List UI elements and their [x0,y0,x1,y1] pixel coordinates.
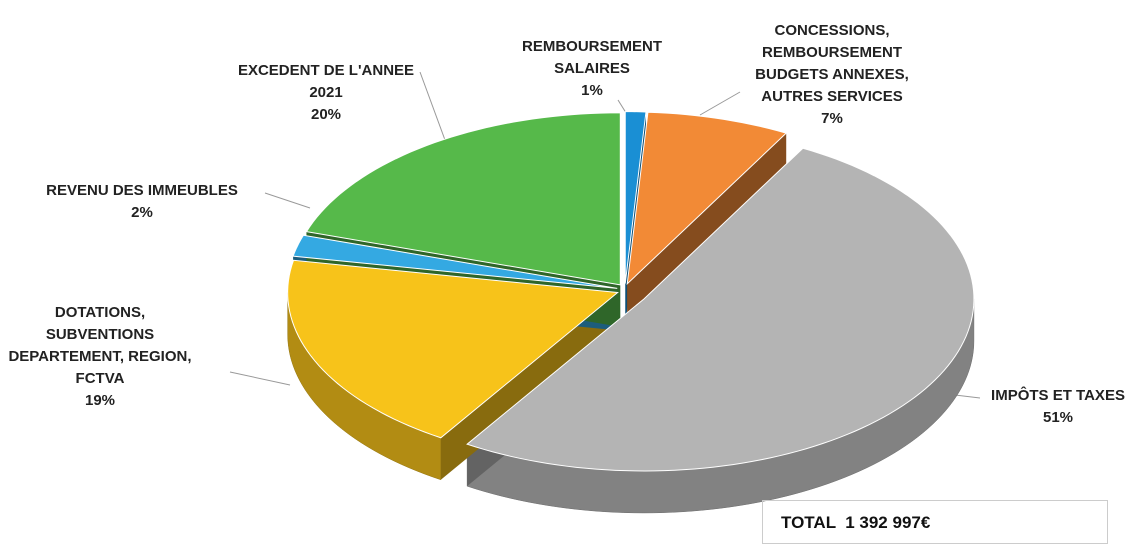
tops [287,111,975,472]
leader-line [229,371,291,386]
slice [305,112,621,286]
category-label: REVENU DES IMMEUBLES [46,182,238,199]
value-label: 19% [84,392,116,409]
category-label: IMPÔTS ET TAXES [991,387,1125,404]
category-label: DOTATIONS, SUBVENTIONS DEPARTEMENT, REGI… [8,304,192,387]
slice-label: REMBOURSEMENT SALAIRES 1% [462,36,722,102]
leader-lines [229,71,981,399]
value-label: 51% [1042,409,1074,426]
value-label: 2% [131,204,153,221]
total-box: TOTAL 1 392 997€ [762,500,1108,544]
leader-line [954,394,981,399]
leader-line [699,91,741,116]
slice-label: CONCESSIONS, REMBOURSEMENT BUDGETS ANNEX… [702,20,962,130]
slice-label: EXCEDENT DE L'ANNEE 2021 20% [196,60,456,126]
category-label: EXCEDENT DE L'ANNEE 2021 [237,62,415,101]
slice-label: REVENU DES IMMEUBLES 2% [12,180,272,224]
category-label: CONCESSIONS, REMBOURSEMENT BUDGETS ANNEX… [755,22,909,105]
leader-line [419,71,446,141]
slice [292,234,618,289]
value-label: 7% [821,110,843,127]
leader-line [264,192,311,209]
slice-label: IMPÔTS ET TAXES 51% [928,385,1128,429]
slice [466,147,975,472]
slice [626,111,788,286]
category-label: REMBOURSEMENT SALAIRES [521,38,662,77]
slice-label: DOTATIONS, SUBVENTIONS DEPARTEMENT, REGI… [0,302,230,412]
slice [287,259,619,439]
value-label: 20% [310,106,342,123]
value-label: 1% [581,82,603,99]
slice [624,111,647,284]
